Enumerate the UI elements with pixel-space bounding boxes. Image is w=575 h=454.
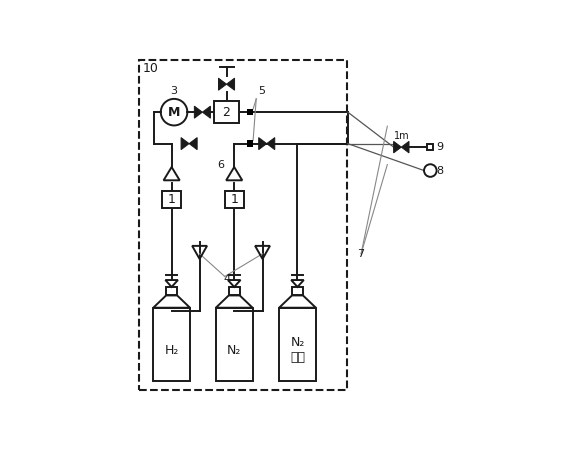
Polygon shape xyxy=(259,138,267,150)
Polygon shape xyxy=(181,138,189,150)
Text: 7: 7 xyxy=(358,249,365,259)
Text: 6: 6 xyxy=(217,160,224,170)
Bar xyxy=(216,308,252,381)
Text: H₂: H₂ xyxy=(164,344,179,357)
Bar xyxy=(427,144,434,150)
Bar xyxy=(229,287,240,296)
Polygon shape xyxy=(394,141,401,153)
Text: 8: 8 xyxy=(436,166,443,176)
Text: 4: 4 xyxy=(223,274,230,284)
Bar xyxy=(247,140,253,147)
Text: 2: 2 xyxy=(223,106,231,118)
Bar xyxy=(139,60,347,390)
Bar xyxy=(292,287,303,296)
Bar xyxy=(214,101,239,123)
Polygon shape xyxy=(189,138,197,150)
Text: N₂
备用: N₂ 备用 xyxy=(290,336,305,365)
Text: 1: 1 xyxy=(230,193,238,206)
Text: M: M xyxy=(168,106,181,118)
Bar xyxy=(247,109,253,115)
Text: N₂: N₂ xyxy=(227,344,241,357)
Polygon shape xyxy=(202,106,210,118)
Text: 1: 1 xyxy=(168,193,175,206)
Polygon shape xyxy=(227,78,235,90)
Bar xyxy=(162,191,181,208)
Bar xyxy=(154,308,190,381)
Polygon shape xyxy=(267,138,275,150)
Text: 5: 5 xyxy=(258,86,265,96)
Text: 1m: 1m xyxy=(394,131,409,142)
Text: 3: 3 xyxy=(171,86,178,96)
Polygon shape xyxy=(218,78,227,90)
Bar xyxy=(279,308,316,381)
Bar xyxy=(225,191,244,208)
Text: 9: 9 xyxy=(436,142,443,152)
Text: 10: 10 xyxy=(143,62,159,75)
Polygon shape xyxy=(401,141,409,153)
Bar xyxy=(166,287,177,296)
Polygon shape xyxy=(194,106,202,118)
